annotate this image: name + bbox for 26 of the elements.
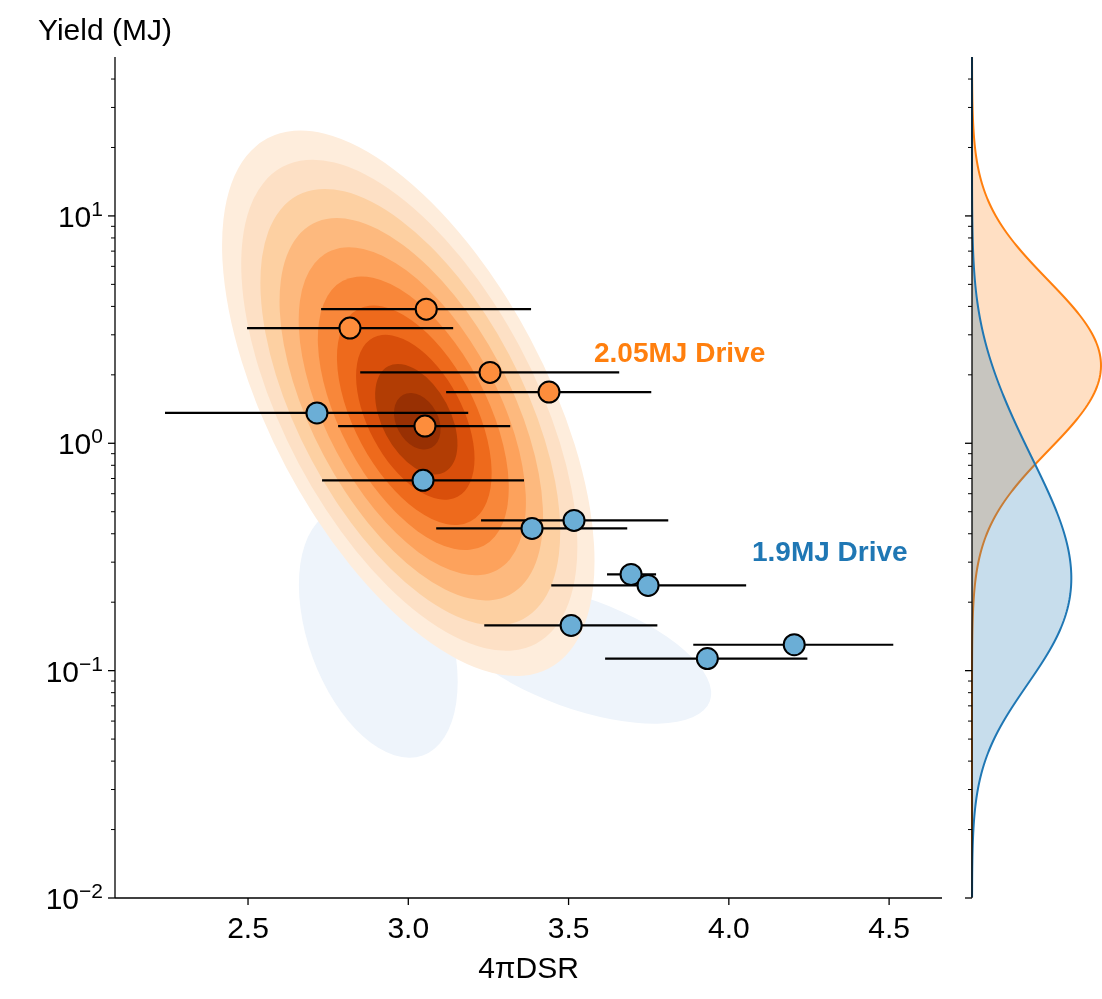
x-axis-title: 4πDSR <box>478 951 579 984</box>
point <box>636 573 660 597</box>
y-axis-title: Yield (MJ) <box>38 13 172 46</box>
annotation: 1.9MJ Drive <box>752 536 908 567</box>
x-tick-label: 4.0 <box>707 911 750 944</box>
point <box>478 360 502 384</box>
point <box>520 516 544 540</box>
x-tick-label: 4.5 <box>868 911 910 944</box>
point <box>338 316 362 340</box>
x-tick-label: 3.0 <box>387 911 430 944</box>
x-tick-label: 3.5 <box>547 911 590 944</box>
point <box>562 508 586 532</box>
point <box>411 468 435 492</box>
point <box>537 380 561 404</box>
point <box>619 562 643 586</box>
point <box>414 297 438 321</box>
y-tick-label: 10$^{1}$ <box>57 196 103 233</box>
point <box>782 633 806 657</box>
y-tick-label: 10$^{0}$ <box>57 423 103 461</box>
point <box>559 613 583 637</box>
y-tick-label: 10$^{−2}$ <box>45 878 103 915</box>
y-tick-label: 10$^{−1}$ <box>45 651 103 688</box>
x-tick-label: 2.5 <box>227 911 269 944</box>
point <box>305 401 329 425</box>
annotation: 2.05MJ Drive <box>594 337 766 368</box>
point <box>695 647 719 671</box>
